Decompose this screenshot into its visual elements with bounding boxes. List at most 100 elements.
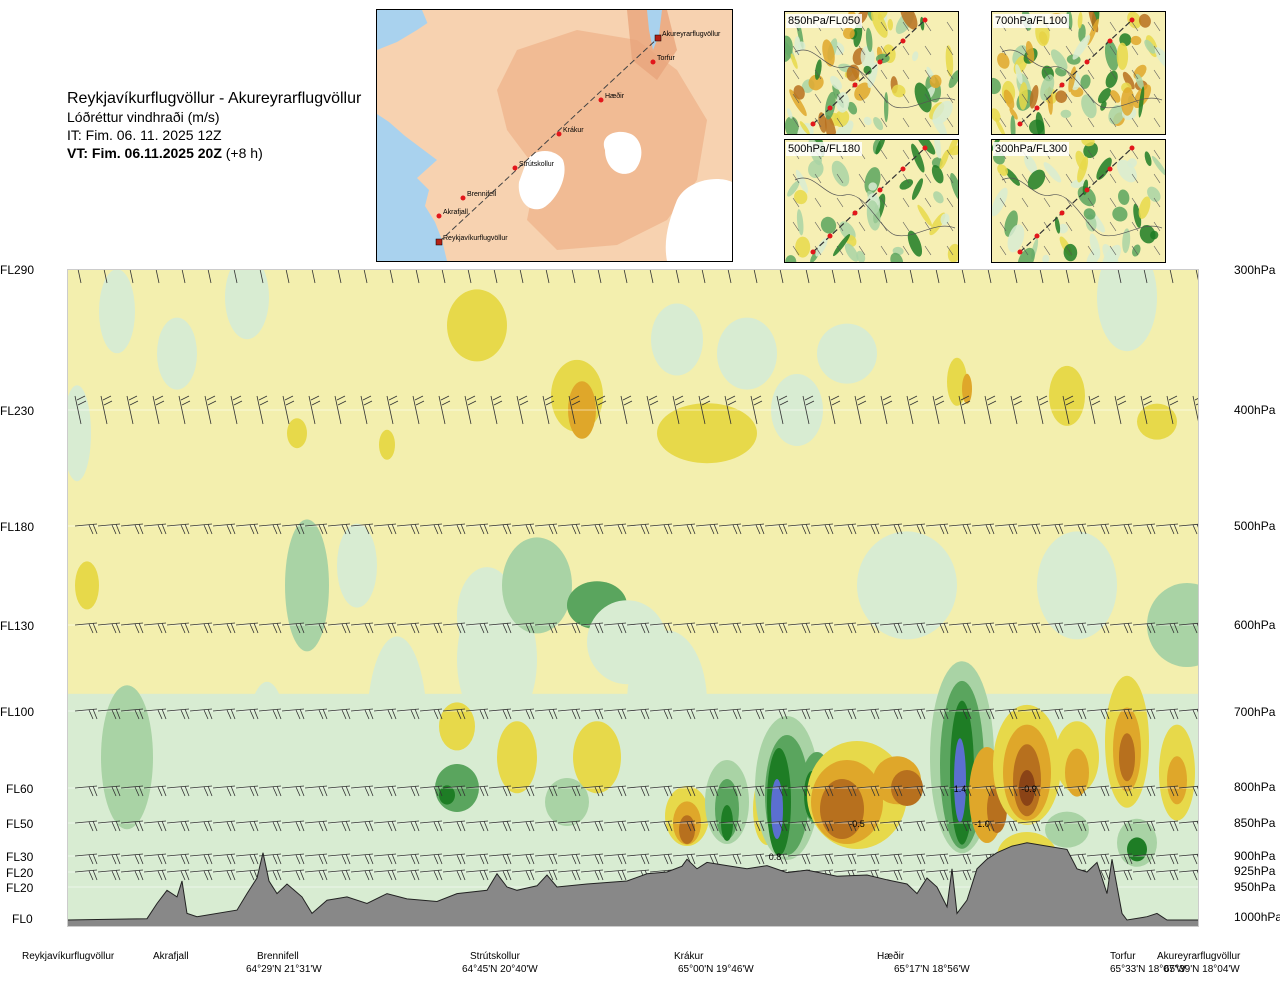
mini-field-blob [1105, 70, 1118, 89]
mini-field-blob [1089, 233, 1101, 259]
mini-field-blob [917, 204, 932, 227]
mini-wind-barb [792, 197, 800, 208]
mini-waypoint [877, 187, 883, 193]
wind-barb [311, 269, 316, 284]
wind-barb [580, 785, 604, 797]
mini-wind-barb [1021, 117, 1029, 128]
mini-field-blob [1029, 119, 1045, 134]
mini-wind-barb [1153, 173, 1161, 184]
mini-field-blob [799, 121, 810, 134]
mini-field-blob [785, 255, 797, 262]
wind-barb [1155, 820, 1179, 832]
mini-wind-barb [1021, 93, 1029, 104]
mini-field-blob [795, 236, 811, 258]
wind-barb [74, 523, 98, 535]
mini-wind-barb [1043, 45, 1051, 56]
wind-barb [77, 269, 82, 284]
wind-barb [994, 708, 1018, 720]
fl-label-60: FL60 [6, 782, 34, 796]
wind-barb [1155, 869, 1179, 881]
mini-wind-barb [1153, 245, 1161, 256]
wind-barb [1040, 523, 1064, 535]
mini-waypoint [877, 59, 883, 65]
quantity-subtitle: Lóðréttur vindhraði (m/s) [67, 109, 220, 125]
mini-field-blob [1096, 157, 1112, 180]
wind-barb [580, 853, 604, 865]
mini-map-700[interactable]: 700hPa/FL100 [991, 11, 1166, 135]
wind-barb [350, 523, 374, 535]
mini-field-blob [1080, 74, 1091, 89]
wind-barb [764, 523, 788, 535]
wind-barb [932, 395, 945, 425]
wind-barb [350, 820, 374, 832]
velocity-blob [657, 403, 757, 464]
velocity-blob [67, 385, 91, 482]
route-map[interactable]: Akureyrarflugvöllur Torfur Hæðir Krákur Strú… [376, 9, 733, 262]
map-waypoint-label: Akrafjall [443, 209, 468, 216]
mini-wind-barb [924, 93, 932, 104]
mini-wind-barb [836, 117, 844, 128]
mini-map-700-canvas [992, 12, 1165, 134]
mini-wind-barb [902, 69, 910, 80]
wind-barb [828, 395, 841, 425]
mini-wind-barb [999, 221, 1007, 232]
wind-barb [258, 622, 282, 634]
wind-barb [97, 523, 121, 535]
mini-map-850[interactable]: 850hPa/FL050 [784, 11, 959, 135]
mini-map-500[interactable]: 500hPa/FL180 [784, 139, 959, 263]
wind-barb [166, 820, 190, 832]
mini-waypoint [922, 145, 928, 151]
mini-field-blob [1130, 35, 1142, 46]
mini-coastline [794, 177, 956, 237]
mini-wind-barb [946, 21, 954, 32]
mini-wind-barb [1065, 221, 1073, 232]
wind-barb [672, 785, 696, 797]
wind-barb [488, 785, 512, 797]
wind-barb [568, 395, 581, 425]
mini-field-blob [796, 209, 804, 236]
mini-map-300[interactable]: 300hPa/FL300 [991, 139, 1166, 263]
mini-waypoint [1017, 249, 1023, 255]
wind-barb [212, 853, 236, 865]
wind-barb [787, 785, 811, 797]
mini-wind-barb [924, 69, 932, 80]
wind-barb [557, 523, 581, 535]
wind-barb [143, 708, 167, 720]
wind-barb [207, 269, 212, 284]
mini-coastline [1001, 49, 1163, 109]
wind-barb [971, 622, 995, 634]
wind-barb [350, 708, 374, 720]
map-waypoint-marker [556, 131, 562, 137]
mini-field-blob [1139, 224, 1156, 244]
mini-field-blob [914, 140, 936, 155]
mini-wind-barb [999, 69, 1007, 80]
wind-barb [442, 622, 466, 634]
mini-field-blob [1083, 142, 1098, 159]
mini-field-blob [871, 12, 888, 38]
mini-field-blob [1154, 47, 1165, 71]
wind-barb [948, 523, 972, 535]
wind-barb [74, 622, 98, 634]
mini-wind-barb [858, 245, 866, 256]
contour-label: 0.8 [769, 852, 782, 862]
cross-section-chart[interactable]: 0.8 -0.5 1.4 -1.0 -0.9 [67, 269, 1199, 927]
mini-wind-barb [1131, 173, 1139, 184]
wind-barb [580, 820, 604, 832]
wind-barb [935, 269, 940, 284]
mini-wind-barb [902, 117, 910, 128]
wind-barb [467, 269, 472, 284]
mini-wind-barb [1109, 245, 1117, 256]
mini-waypoint [1034, 233, 1040, 239]
wind-barb [580, 708, 604, 720]
wind-barb [925, 523, 949, 535]
wind-barb [189, 523, 213, 535]
wind-barb [649, 820, 673, 832]
wind-barb [764, 785, 788, 797]
mini-field-blob [854, 82, 871, 101]
wind-barb [235, 708, 259, 720]
mini-wind-barb [902, 93, 910, 104]
wind-barb [557, 622, 581, 634]
wind-barb [672, 395, 685, 425]
wind-barb [419, 820, 443, 832]
hpa-label-1000: 1000hPa [1234, 910, 1280, 924]
